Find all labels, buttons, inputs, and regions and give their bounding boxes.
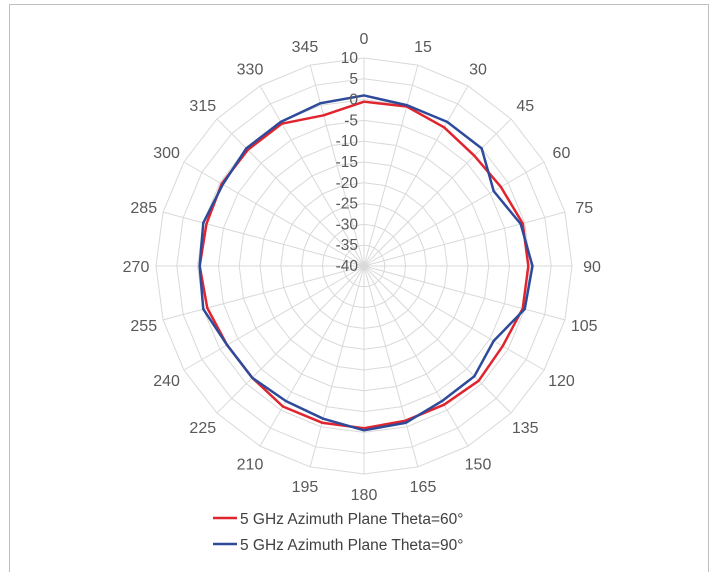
radial-tick-label: 5 [349, 71, 358, 88]
angle-label: 45 [516, 98, 534, 115]
angle-label: 90 [583, 259, 601, 276]
legend: 5 GHz Azimuth Plane Theta=60° 5 GHz Azim… [213, 511, 463, 554]
radial-tick-labels: -40 -35 -30 -25 -20 -15 -10 -5 0 5 10 [336, 50, 359, 275]
angle-label: 225 [189, 420, 216, 437]
spoke [309, 265, 365, 468]
spoke [216, 265, 365, 414]
radial-tick-label: -15 [336, 154, 358, 171]
angle-label: 150 [465, 456, 492, 473]
spoke [162, 265, 365, 321]
spoke [363, 161, 545, 267]
angle-label: 105 [571, 318, 598, 335]
radial-tick-label: -40 [336, 258, 359, 275]
angle-category-labels: 0 153045607590105120135150165180195210225… [123, 31, 601, 504]
angle-label: 60 [553, 145, 571, 162]
angle-label: 180 [351, 487, 378, 504]
angle-label: 300 [153, 145, 180, 162]
spoke [259, 265, 365, 447]
radial-tick-label: -25 [336, 196, 358, 213]
radial-tick-label: 0 [349, 92, 358, 109]
angle-label: 315 [189, 98, 216, 115]
angular-spokes [156, 58, 572, 474]
radial-tick-label: -10 [336, 133, 359, 150]
radial-tick-label: -30 [336, 216, 359, 233]
spoke [162, 211, 365, 267]
radial-tick-label: -20 [336, 175, 359, 192]
series-line-2 [198, 94, 534, 432]
angle-label: 270 [123, 259, 150, 276]
angle-label: 210 [237, 456, 264, 473]
spoke [363, 265, 419, 468]
angle-label: 15 [414, 39, 432, 56]
series-line-1 [198, 100, 530, 430]
angle-label: 75 [575, 200, 593, 217]
radial-tick-label: -5 [344, 112, 358, 129]
legend-label-series-1: 5 GHz Azimuth Plane Theta=60° [240, 511, 463, 528]
spoke [363, 265, 566, 321]
spoke [183, 265, 365, 371]
chart-frame: -40 -35 -30 -25 -20 -15 -10 -5 0 5 10 0 15 30 45 60 75 9… [9, 4, 709, 572]
radar-chart: -40 -35 -30 -25 -20 -15 -10 -5 0 5 10 0 15 30 45 60 75 9… [123, 31, 601, 554]
angle-label: 30 [469, 62, 487, 79]
series-lines [198, 94, 534, 432]
spoke [363, 211, 566, 267]
spoke [259, 85, 365, 267]
spoke [183, 161, 365, 267]
angle-label: 330 [237, 62, 264, 79]
spoke [363, 64, 419, 267]
angle-label: 0 [360, 31, 369, 48]
spoke [363, 118, 512, 267]
radial-tick-label: -35 [336, 237, 358, 254]
spoke [216, 118, 365, 267]
radial-tick-label: 10 [341, 50, 359, 67]
spoke [309, 64, 365, 267]
spoke [363, 265, 512, 414]
angle-label: 135 [512, 420, 539, 437]
angle-label: 195 [292, 479, 319, 496]
angle-label: 240 [153, 373, 180, 390]
angle-label: 120 [548, 373, 575, 390]
angle-label: 285 [130, 200, 157, 217]
legend-label-series-2: 5 GHz Azimuth Plane Theta=90° [240, 537, 463, 554]
angle-label: 165 [410, 479, 437, 496]
angle-label: 345 [292, 39, 319, 56]
spoke [363, 265, 545, 371]
spoke [363, 265, 469, 447]
spoke [363, 85, 469, 267]
angle-label: 255 [130, 318, 157, 335]
